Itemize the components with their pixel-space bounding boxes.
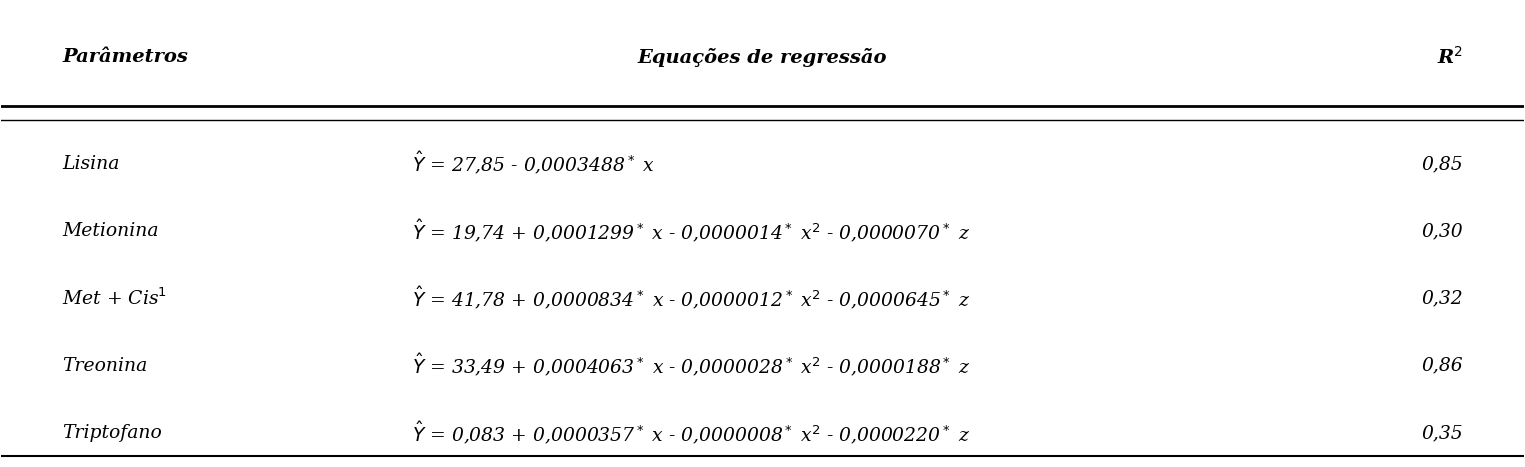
Text: Equações de regressão: Equações de regressão — [637, 48, 888, 67]
Text: $\hat{Y}$ = 27,85 - 0,0003488$^*$ x: $\hat{Y}$ = 27,85 - 0,0003488$^*$ x — [412, 150, 656, 177]
Text: R$^2$: R$^2$ — [1437, 46, 1462, 68]
Text: Met + Cis$^1$: Met + Cis$^1$ — [63, 288, 168, 309]
Text: Parâmetros: Parâmetros — [63, 48, 188, 66]
Text: Triptofano: Triptofano — [63, 424, 162, 442]
Text: Metionina: Metionina — [63, 222, 159, 240]
Text: 0,30: 0,30 — [1421, 222, 1462, 240]
Text: Lisina: Lisina — [63, 155, 119, 173]
Text: 0,85: 0,85 — [1421, 155, 1462, 173]
Text: 0,32: 0,32 — [1421, 290, 1462, 307]
Text: 0,35: 0,35 — [1421, 424, 1462, 442]
Text: $\hat{Y}$ = 0,083 + 0,0000357$^*$ x - 0,0000008$^*$ x$^2$ - 0,0000220$^*$ z: $\hat{Y}$ = 0,083 + 0,0000357$^*$ x - 0,… — [412, 419, 970, 446]
Text: $\hat{Y}$ = 33,49 + 0,0004063$^*$ x - 0,0000028$^*$ x$^2$ - 0,0000188$^*$ z: $\hat{Y}$ = 33,49 + 0,0004063$^*$ x - 0,… — [412, 352, 971, 379]
Text: $\hat{Y}$ = 41,78 + 0,0000834$^*$ x - 0,0000012$^*$ x$^2$ - 0,0000645$^*$ z: $\hat{Y}$ = 41,78 + 0,0000834$^*$ x - 0,… — [412, 285, 971, 312]
Text: Treonina: Treonina — [63, 357, 148, 375]
Text: $\hat{Y}$ = 19,74 + 0,0001299$^*$ x - 0,0000014$^*$ x$^2$ - 0,0000070$^*$ z: $\hat{Y}$ = 19,74 + 0,0001299$^*$ x - 0,… — [412, 218, 970, 245]
Text: 0,86: 0,86 — [1421, 357, 1462, 375]
